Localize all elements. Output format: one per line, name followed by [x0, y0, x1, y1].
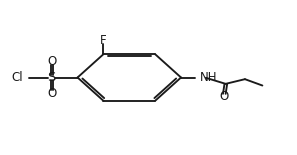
Text: O: O [47, 87, 56, 100]
Text: F: F [100, 34, 107, 47]
Text: NH: NH [200, 71, 217, 84]
Text: S: S [47, 71, 56, 84]
Text: Cl: Cl [12, 71, 23, 84]
Text: O: O [219, 90, 229, 103]
Text: O: O [47, 55, 56, 68]
